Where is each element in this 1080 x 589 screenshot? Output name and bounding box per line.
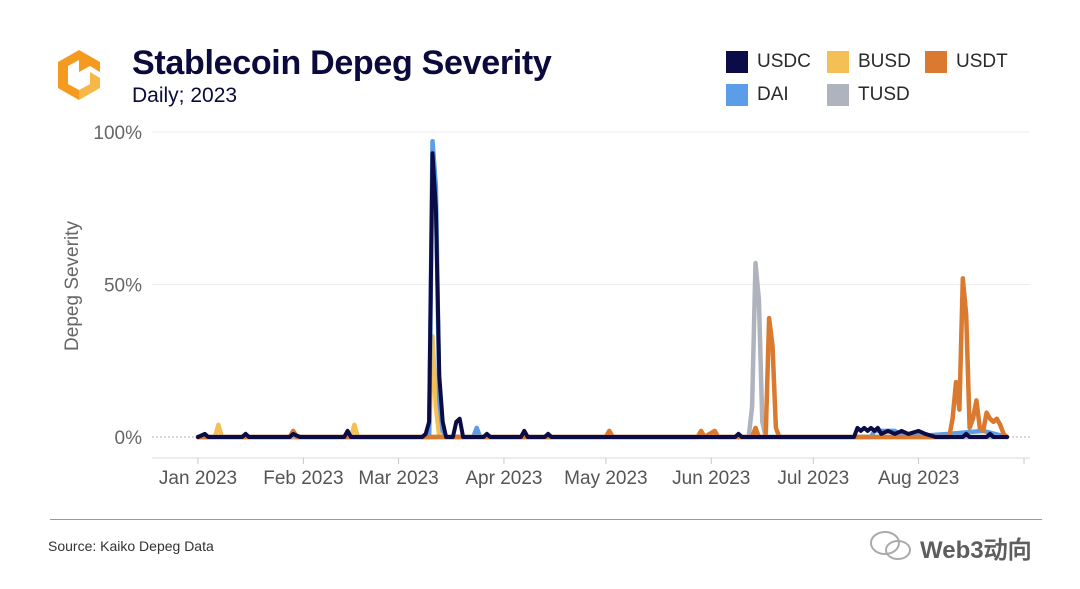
footer-divider [50, 519, 1042, 520]
y-tick-label: 100% [93, 123, 142, 144]
watermark-logo: Web3动向 [860, 524, 1050, 568]
x-tick-label: May 2023 [564, 468, 647, 489]
legend-label-tusd: TUSD [858, 84, 910, 105]
chart-legend: USDC BUSD USDT DAI TUSD [726, 48, 1046, 118]
chart-logo [58, 50, 100, 100]
x-tick-label: Jun 2023 [672, 468, 750, 489]
legend-item-busd: BUSD [827, 51, 911, 73]
legend-item-dai: DAI [726, 84, 789, 106]
legend-label-usdc: USDC [757, 51, 811, 72]
legend-label-usdt: USDT [956, 51, 1008, 72]
chart-title: Stablecoin Depeg Severity [132, 44, 552, 82]
legend-item-tusd: TUSD [827, 84, 910, 106]
wechat-icon [870, 531, 911, 560]
x-tick-label: Mar 2023 [358, 468, 438, 489]
legend-label-dai: DAI [757, 84, 789, 105]
x-tick-label: Feb 2023 [263, 468, 343, 489]
source-note: Source: Kaiko Depeg Data [48, 538, 214, 554]
legend-swatch-usdc [726, 51, 748, 73]
chart-subtitle: Daily; 2023 [132, 84, 238, 107]
legend-item-usdc: USDC [726, 51, 811, 73]
y-tick-label: 0% [115, 428, 143, 449]
legend-swatch-tusd [827, 84, 849, 106]
legend-swatch-busd [827, 51, 849, 73]
y-axis-label: Depeg Severity [62, 221, 83, 351]
series-line-dai [195, 138, 1010, 440]
depeg-line-chart: 0% 50% 100% Jan 2023 Feb 2023 Mar 2023 Apr 202… [62, 123, 1030, 489]
y-tick-label: 50% [104, 276, 142, 297]
legend-swatch-dai [726, 84, 748, 106]
legend-swatch-usdt [925, 51, 947, 73]
legend-item-usdt: USDT [925, 51, 1008, 73]
x-tick-label: Aug 2023 [878, 468, 959, 489]
x-tick-label: Apr 2023 [465, 468, 542, 489]
x-tick-label: Jan 2023 [159, 468, 237, 489]
watermark-text: Web3动向 [920, 537, 1032, 564]
series-line-tusd [195, 260, 1010, 440]
series-line-usdc [196, 151, 1009, 439]
series-line-usdt [195, 276, 1010, 440]
legend-label-busd: BUSD [858, 51, 911, 72]
x-tick-label: Jul 2023 [777, 468, 849, 489]
series-line-busd [195, 334, 1010, 440]
